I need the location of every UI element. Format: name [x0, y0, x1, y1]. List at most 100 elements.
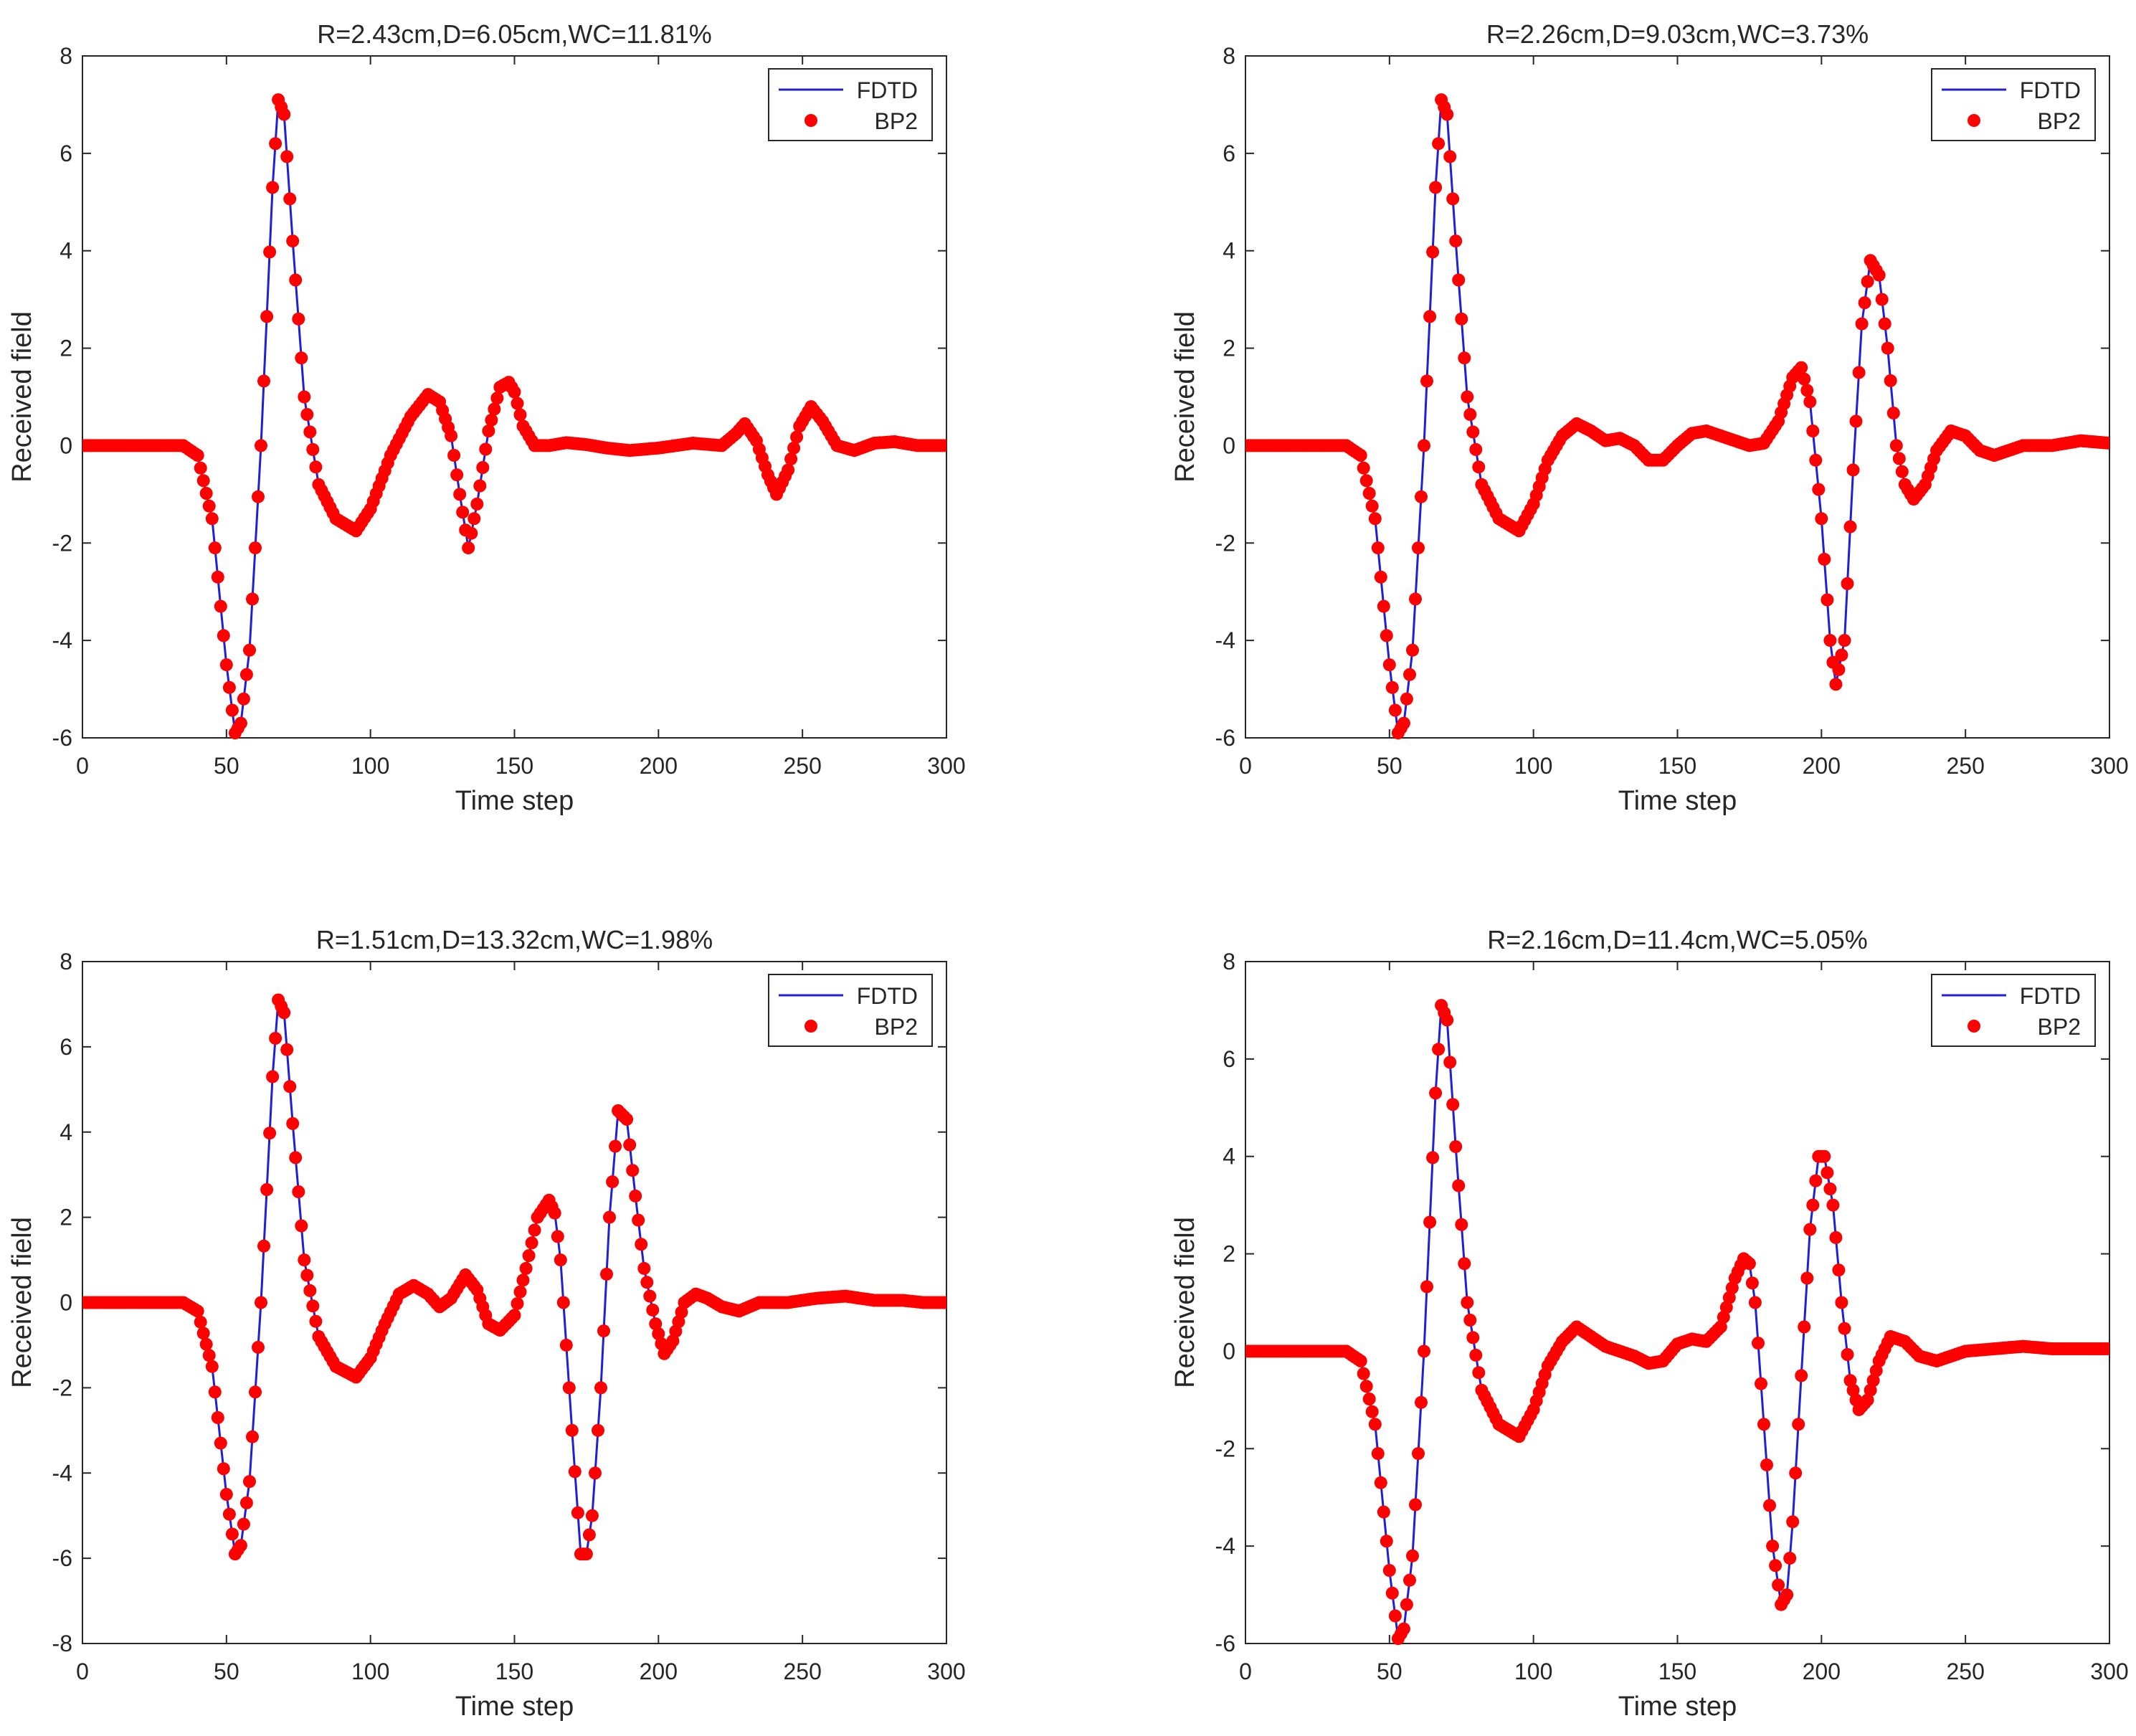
bp2-point — [237, 1517, 250, 1531]
bp2-point — [1423, 1215, 1437, 1229]
y-tick-label: -2 — [52, 1375, 72, 1400]
bp2-point — [1800, 384, 1814, 397]
bp2-point — [1412, 1447, 1425, 1461]
bp2-point — [283, 192, 297, 206]
bp2-point — [1426, 1151, 1440, 1165]
bp2-point — [473, 479, 487, 493]
x-tick-label: 300 — [927, 1659, 965, 1684]
bp2-point — [269, 137, 283, 151]
bp2-point — [1461, 390, 1474, 404]
bp2-point — [1458, 351, 1471, 365]
bp2-point — [1455, 1218, 1468, 1231]
bp2-point — [1809, 453, 1823, 467]
bp2-point — [266, 181, 280, 194]
bp2-point — [522, 1249, 536, 1263]
bp2-point — [585, 1509, 599, 1522]
bp2-point — [292, 312, 305, 326]
y-tick-label: -4 — [1215, 627, 1235, 653]
bp2-point — [219, 658, 233, 672]
x-tick-label: 200 — [640, 1659, 678, 1684]
bp2-point — [1357, 461, 1370, 475]
bp2-point — [485, 413, 498, 427]
bp2-point — [191, 449, 204, 462]
subplot-4: 0 50 100 150 200 250 300 -6 -4 -2 0 2 4 6 8 R=2.16cm,D=… — [1170, 925, 2129, 1722]
bp2-point — [1742, 1257, 1756, 1271]
bp2-point — [191, 1304, 204, 1318]
y-tick-label: 4 — [1223, 238, 1235, 264]
bp2-point — [1400, 1598, 1413, 1611]
legend-bp2-swatch — [1968, 114, 1980, 127]
bp2-point — [1803, 395, 1817, 409]
y-tick-label: 0 — [1223, 432, 1235, 458]
bp2-point — [1385, 680, 1399, 694]
bp2-point — [1886, 407, 1900, 420]
bp2-point — [1418, 439, 1430, 452]
y-tick-label: -6 — [52, 725, 72, 751]
bp2-point — [295, 351, 308, 365]
bp2-point — [214, 1436, 227, 1450]
x-tick-label: 100 — [351, 753, 389, 779]
bp2-point — [528, 1223, 541, 1237]
bp2-point — [1432, 1043, 1446, 1056]
bp2-point — [1829, 678, 1843, 691]
bp2-point — [1443, 150, 1457, 163]
bp2-point — [629, 1189, 642, 1203]
bp2-point — [1832, 663, 1846, 676]
bp2-point — [211, 1411, 224, 1424]
y-tick-label: 2 — [1223, 1241, 1235, 1267]
bp2-point — [1875, 293, 1889, 306]
bp2-point — [453, 488, 467, 501]
bp2-point — [1403, 668, 1416, 681]
bp2-point — [1763, 1499, 1776, 1512]
bp2-point — [252, 490, 265, 503]
bp2-point — [1821, 1166, 1834, 1180]
bp2-point — [260, 1183, 274, 1196]
bp2-point — [1374, 570, 1387, 584]
bp2-point — [277, 1006, 291, 1020]
bp2-point — [1409, 1498, 1422, 1512]
bp2-point — [255, 439, 267, 452]
bp2-point — [269, 1032, 283, 1045]
y-tick-label: -4 — [52, 1460, 72, 1486]
legend-bp2-swatch — [804, 114, 817, 127]
bp2-point — [1365, 1405, 1379, 1418]
bp2-point — [1397, 1622, 1410, 1636]
bp2-point — [246, 1430, 259, 1443]
bp2-point — [511, 397, 524, 410]
y-tick-label: 4 — [1223, 1144, 1235, 1170]
x-tick-label: 100 — [351, 1659, 389, 1684]
x-tick-label: 0 — [76, 1659, 89, 1684]
bp2-point — [286, 1116, 300, 1130]
series-line-fdtd — [1245, 99, 2109, 736]
bp2-point — [1772, 1578, 1785, 1592]
bp2-point — [470, 497, 484, 511]
bp2-point — [1884, 374, 1897, 387]
bp2-point — [511, 1297, 524, 1310]
bp2-point — [1452, 1179, 1466, 1192]
bp2-point — [1855, 317, 1869, 331]
bp2-point — [1429, 181, 1443, 194]
legend-box — [768, 68, 933, 141]
bp2-point — [199, 487, 213, 500]
bp2-point — [1359, 474, 1373, 488]
bp2-point — [940, 439, 946, 452]
bp2-point — [568, 1465, 582, 1479]
bp2-point — [222, 1507, 236, 1521]
bp2-point — [2103, 1342, 2109, 1355]
bp2-point — [1359, 1380, 1373, 1393]
y-axis-label: Received field — [7, 311, 37, 483]
bp2-point — [1798, 372, 1811, 386]
bp2-point — [637, 1261, 651, 1275]
bp2-point — [571, 1506, 584, 1519]
plot-area — [1245, 999, 2109, 1646]
bp2-point — [1449, 234, 1463, 248]
bp2-point — [1446, 1098, 1460, 1111]
bp2-point — [1452, 273, 1466, 287]
x-tick-label: 300 — [2090, 753, 2128, 779]
bp2-point — [289, 1151, 303, 1165]
bp2-point — [467, 512, 481, 526]
bp2-point — [1719, 1301, 1733, 1314]
legend-fdtd-label: FDTD — [857, 77, 918, 103]
bp2-point — [1406, 1549, 1419, 1562]
bp2-point — [1869, 1364, 1883, 1377]
